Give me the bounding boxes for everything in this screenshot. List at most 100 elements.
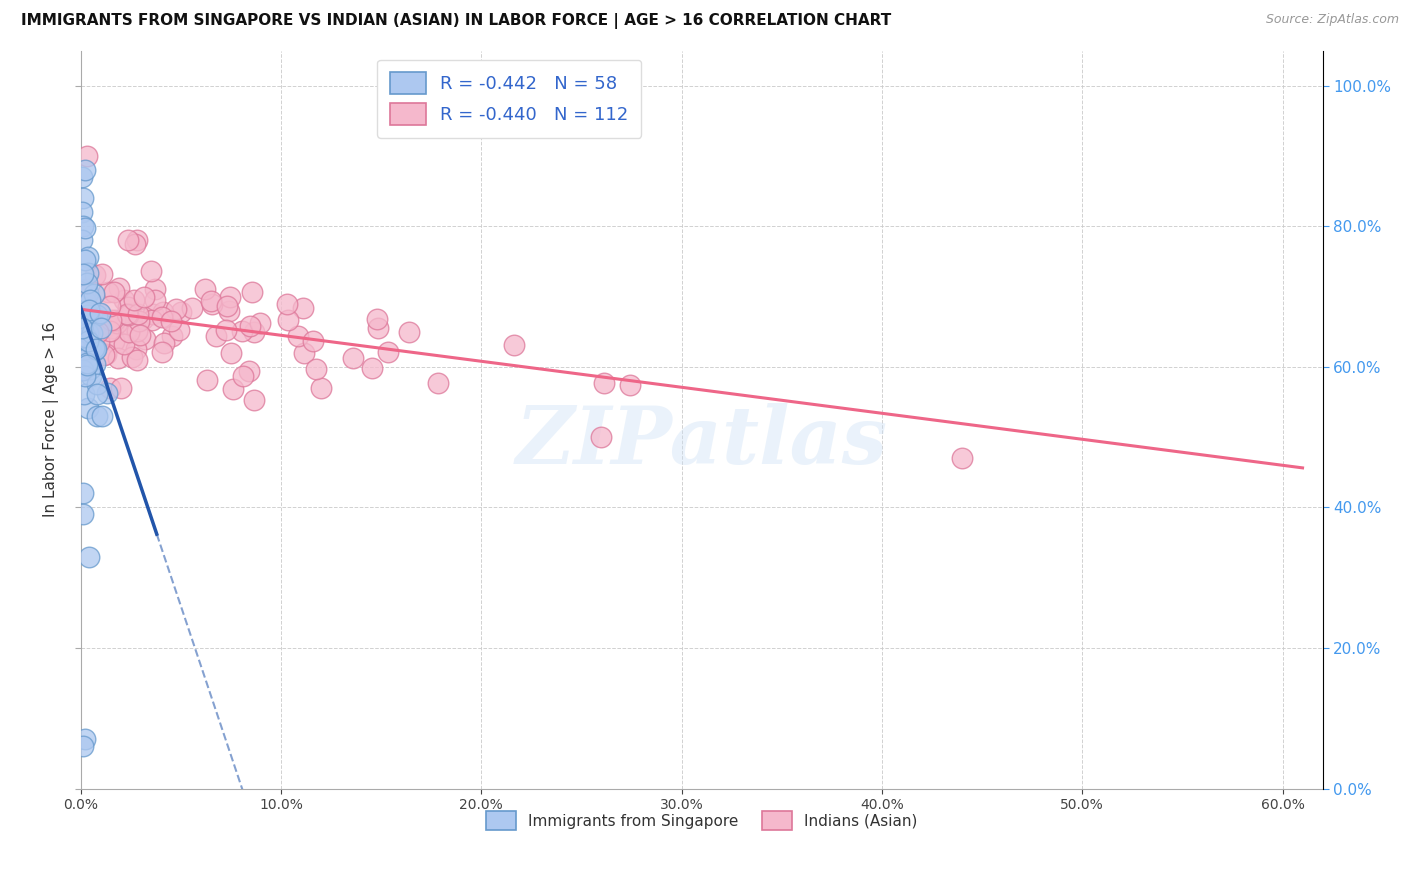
Point [398, 326, 420, 340]
Legend: Immigrants from Singapore, Indians (Asian): Immigrants from Singapore, Indians (Asia… [479, 805, 924, 836]
Point [105, 317, 128, 331]
Point [181, 301, 204, 315]
Point [950, 451, 973, 466]
Point [89, 306, 111, 320]
Point [82, 326, 104, 341]
Point [75, 220, 97, 235]
Point [169, 304, 191, 318]
Point [129, 328, 152, 343]
Point [243, 325, 266, 339]
Point [120, 307, 142, 321]
Point [117, 234, 139, 248]
Point [73, 368, 96, 383]
Point [87, 319, 110, 334]
Point [77, 549, 100, 564]
Point [79, 362, 101, 376]
Point [205, 329, 228, 343]
Point [591, 430, 613, 444]
Point [232, 369, 254, 384]
Point [165, 302, 187, 317]
Point [76, 339, 98, 353]
Point [73, 339, 96, 353]
Point [93, 348, 115, 362]
Text: IMMIGRANTS FROM SINGAPORE VS INDIAN (ASIAN) IN LABOR FORCE | AGE > 16 CORRELATIO: IMMIGRANTS FROM SINGAPORE VS INDIAN (ASI… [21, 13, 891, 29]
Point [218, 303, 240, 318]
Point [292, 346, 315, 360]
Point [243, 392, 266, 407]
Point [150, 310, 173, 325]
Point [79, 293, 101, 308]
Point [90, 267, 112, 281]
Point [124, 342, 146, 356]
Point [305, 362, 328, 376]
Point [342, 351, 364, 365]
Point [72, 191, 94, 205]
Point [231, 324, 253, 338]
Point [72, 508, 94, 522]
Point [80, 314, 103, 328]
Point [152, 336, 174, 351]
Point [194, 282, 217, 296]
Point [76, 281, 98, 295]
Point [122, 293, 145, 307]
Point [76, 304, 98, 318]
Point [121, 350, 143, 364]
Point [96, 386, 118, 401]
Point [427, 376, 450, 390]
Point [72, 268, 94, 282]
Point [142, 307, 165, 321]
Point [292, 301, 315, 316]
Point [90, 320, 112, 334]
Point [100, 381, 122, 395]
Point [72, 486, 94, 500]
Point [134, 290, 156, 304]
Point [98, 324, 121, 338]
Point [98, 299, 121, 313]
Point [77, 250, 100, 264]
Point [82, 329, 104, 343]
Point [70, 321, 93, 335]
Point [83, 357, 105, 371]
Point [76, 308, 98, 322]
Point [73, 310, 96, 325]
Point [87, 325, 110, 339]
Point [115, 307, 138, 321]
Point [110, 381, 132, 395]
Point [377, 345, 399, 359]
Point [276, 297, 298, 311]
Point [502, 338, 524, 352]
Point [200, 293, 222, 308]
Point [143, 282, 166, 296]
Point [73, 362, 96, 376]
Point [70, 328, 93, 343]
Point [84, 343, 107, 357]
Point [112, 293, 135, 307]
Point [73, 252, 96, 267]
Point [302, 334, 325, 348]
Point [141, 264, 163, 278]
Point [73, 387, 96, 401]
Point [89, 307, 111, 321]
Point [309, 381, 332, 395]
Point [222, 382, 245, 396]
Point [86, 308, 108, 322]
Point [80, 368, 103, 383]
Point [112, 337, 135, 351]
Point [366, 311, 388, 326]
Point [76, 149, 98, 163]
Point [214, 323, 236, 337]
Point [77, 267, 100, 281]
Point [73, 732, 96, 747]
Point [70, 320, 93, 334]
Point [86, 387, 108, 401]
Point [94, 347, 117, 361]
Point [86, 377, 108, 392]
Point [80, 344, 103, 359]
Point [84, 268, 107, 282]
Point [277, 312, 299, 326]
Point [73, 338, 96, 352]
Point [619, 377, 641, 392]
Point [141, 312, 163, 326]
Text: Source: ZipAtlas.com: Source: ZipAtlas.com [1265, 13, 1399, 27]
Point [77, 334, 100, 348]
